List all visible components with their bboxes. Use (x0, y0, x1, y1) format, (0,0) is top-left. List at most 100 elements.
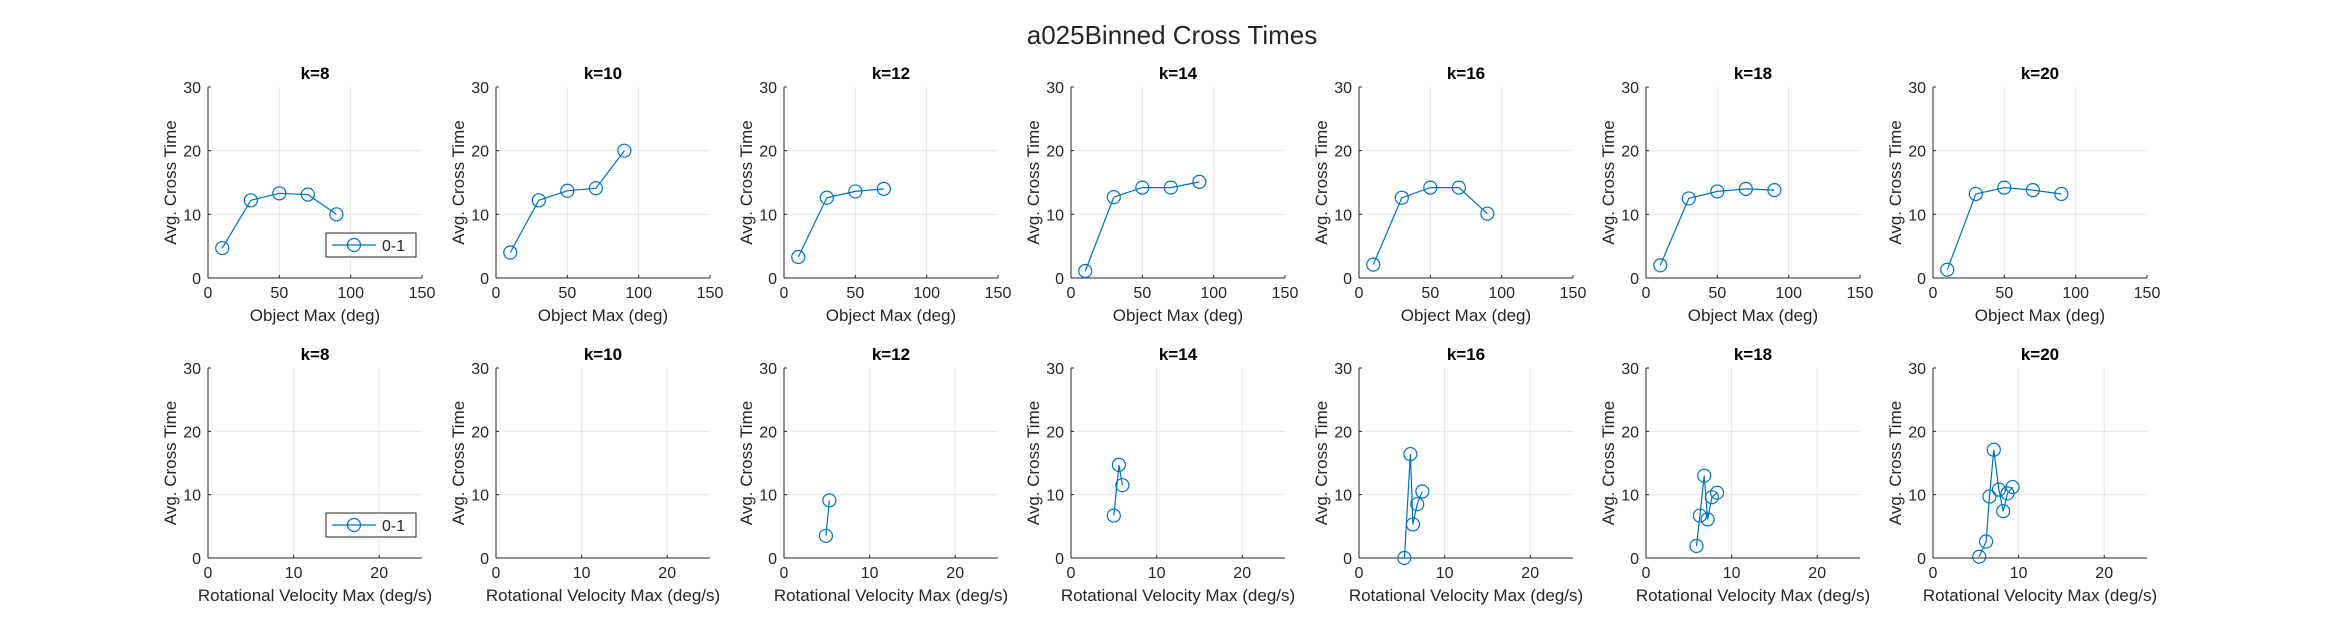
panel-object-max-k12: 0 50 100 150 0 10 20 30 k=12 Object Max (deg) Avg.… (737, 64, 1011, 325)
x-tick-label: 0 (780, 285, 789, 302)
data-point (1192, 174, 1207, 189)
x-axis-label: Object Max (deg) (1688, 306, 1818, 325)
series-line (1403, 454, 1423, 559)
series-line (1978, 449, 2014, 557)
data-point (2054, 186, 2069, 202)
data-point (1405, 517, 1421, 532)
y-tick-label: 30 (1046, 361, 1064, 378)
data-point (1653, 258, 1668, 273)
y-tick-label: 30 (759, 361, 777, 378)
x-axis-label: Object Max (deg) (538, 306, 668, 325)
y-axis-label: Avg. Cross Time (1312, 401, 1331, 525)
data-point (1106, 508, 1121, 523)
legend-label: 0-1 (382, 518, 405, 535)
y-axis-label: Avg. Cross Time (1312, 120, 1331, 244)
data-point (1115, 478, 1130, 493)
panel-title: k=14 (1159, 345, 1198, 364)
data-point (818, 528, 834, 543)
y-tick-label: 20 (183, 424, 201, 441)
data-point (822, 493, 837, 508)
x-tick-label: 100 (625, 285, 652, 302)
y-tick-label: 0 (1917, 271, 1926, 288)
panel-title: k=12 (872, 64, 910, 83)
data-point (1704, 490, 1720, 505)
plot-area (496, 368, 710, 558)
panel-object-max-k10: 0 50 100 150 0 10 20 30 k=10 Object Max (deg) Avg.… (449, 64, 723, 325)
y-tick-label: 10 (471, 207, 489, 224)
y-tick-label: 0 (1630, 551, 1639, 568)
x-tick-label: 100 (1775, 285, 1802, 302)
y-tick-label: 10 (1334, 488, 1352, 505)
x-tick-label: 10 (1148, 565, 1166, 582)
x-tick-label: 20 (1521, 565, 1539, 582)
y-axis-label: Avg. Cross Time (1024, 401, 1043, 525)
plot-area (1933, 368, 2147, 558)
data-point (1709, 485, 1725, 500)
x-tick-label: 150 (409, 285, 436, 302)
x-axis-label: Object Max (deg) (1113, 306, 1243, 325)
x-tick-label: 0 (1355, 285, 1364, 302)
data-point (560, 183, 575, 198)
x-axis-label: Object Max (deg) (826, 306, 956, 325)
plot-area (496, 87, 710, 278)
x-axis-label: Rotational Velocity Max (deg/s) (1636, 586, 1870, 605)
data-point (1982, 489, 1997, 504)
x-tick-label: 0 (204, 565, 213, 582)
panel-title: k=16 (1447, 64, 1485, 83)
panel-object-max-k20: 0 50 100 150 0 10 20 30 k=20 Object Max (deg) Avg.… (1886, 64, 2160, 325)
y-tick-label: 30 (1334, 361, 1352, 378)
panel-title: k=16 (1447, 345, 1485, 364)
x-tick-label: 50 (270, 285, 288, 302)
x-tick-label: 20 (1233, 565, 1251, 582)
y-tick-label: 0 (1055, 271, 1064, 288)
data-point (531, 193, 546, 208)
legend: 0-1 (325, 512, 417, 538)
x-tick-label: 20 (370, 565, 388, 582)
y-tick-label: 20 (471, 424, 489, 441)
y-tick-label: 0 (1343, 551, 1352, 568)
y-tick-label: 10 (1621, 488, 1639, 505)
panel-object-max-k14: 0 50 100 150 0 10 20 30 k=14 Object Max (deg) Avg.… (1024, 64, 1298, 325)
x-axis-label: Object Max (deg) (1975, 306, 2105, 325)
x-tick-label: 50 (1133, 285, 1151, 302)
figure-title: a025Binned Cross Times (1027, 20, 1317, 50)
y-tick-label: 30 (183, 80, 201, 97)
y-tick-label: 0 (192, 271, 201, 288)
panel-title: k=20 (2021, 64, 2059, 83)
y-tick-label: 20 (1334, 424, 1352, 441)
panel-title: k=8 (301, 345, 330, 364)
data-point (1689, 538, 1704, 554)
data-point (791, 249, 806, 265)
data-point (1163, 180, 1178, 195)
y-tick-label: 0 (1630, 271, 1639, 288)
x-tick-label: 10 (861, 565, 879, 582)
panel-title: k=14 (1159, 64, 1198, 83)
data-point (1991, 482, 2007, 497)
data-point (1697, 468, 1712, 483)
x-tick-label: 50 (1421, 285, 1439, 302)
y-tick-label: 20 (471, 144, 489, 161)
y-tick-label: 10 (471, 488, 489, 505)
x-tick-label: 150 (697, 285, 724, 302)
x-tick-label: 150 (1272, 285, 1299, 302)
data-point (1710, 184, 1725, 199)
x-axis-label: Rotational Velocity Max (deg/s) (1923, 586, 2157, 605)
x-tick-label: 50 (1995, 285, 2013, 302)
x-tick-label: 10 (285, 565, 303, 582)
data-point (1738, 181, 1753, 196)
y-axis-label: Avg. Cross Time (1599, 120, 1618, 244)
data-point (503, 245, 518, 260)
y-tick-label: 0 (192, 551, 201, 568)
data-point (1700, 512, 1715, 527)
data-point (1996, 504, 2011, 519)
y-tick-label: 30 (1908, 361, 1926, 378)
data-point (1978, 534, 1994, 549)
y-tick-label: 10 (1908, 488, 1926, 505)
data-point (1986, 442, 2001, 457)
x-tick-label: 50 (846, 285, 864, 302)
x-tick-label: 0 (204, 285, 213, 302)
panel-object-max-k8: 0 50 100 150 0 10 20 30 k=8 Object Max (deg) Avg. … (161, 64, 435, 325)
y-tick-label: 20 (1334, 144, 1352, 161)
x-tick-label: 100 (337, 285, 364, 302)
